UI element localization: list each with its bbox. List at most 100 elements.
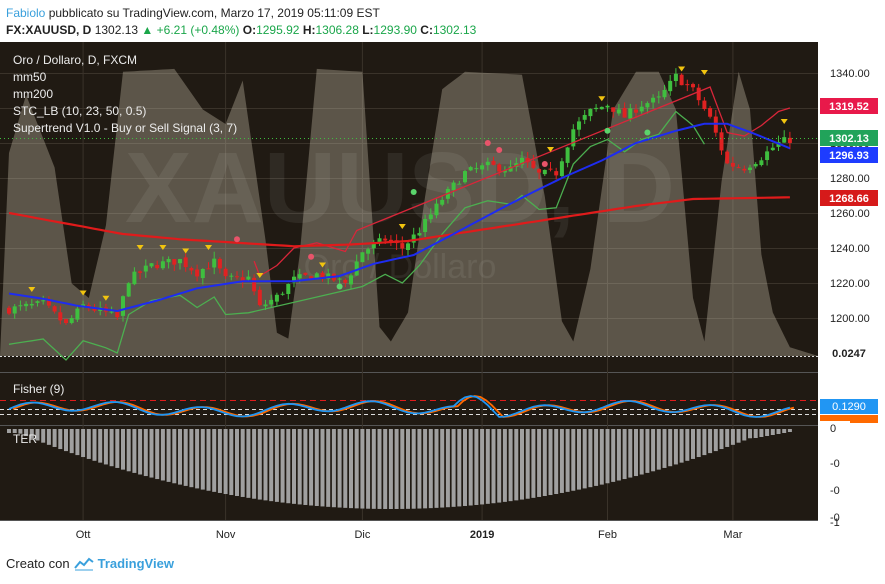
legend-supertrend[interactable]: Supertrend V1.0 - Buy or Sell Signal (3,… [13,121,237,135]
ter-bar [497,429,502,503]
ter-bar [12,429,17,433]
signal-dot [336,283,343,290]
candle-body [673,73,678,82]
candle-body [485,161,490,166]
candle-body [577,121,581,130]
ter-bar [742,429,747,441]
tradingview-logo-icon [73,557,94,570]
candle-body [770,147,775,151]
price-change: +6.21 (+0.48%) [156,23,240,37]
candle-body [668,80,673,92]
legend-stc[interactable]: STC_LB (10, 23, 50, 0.5) [13,104,146,118]
ter-bar [7,429,11,433]
tradingview-brand[interactable]: TradingView [97,556,174,571]
sell-signal-marker [28,287,36,292]
ter-bar [463,429,467,506]
candle-body [531,160,536,168]
price-badge-bg [820,98,878,114]
ter-label[interactable]: TER [13,432,37,446]
fisher-label[interactable]: Fisher (9) [13,382,64,396]
ter-bar [103,429,108,465]
candle-body [121,296,125,316]
fisher-trigger-line [12,395,795,418]
ter-bar [81,429,86,458]
candle-body [423,218,428,233]
candle-body [787,137,792,143]
ter-bar [200,429,205,490]
candle-body [605,105,610,108]
candle-body [240,277,245,281]
ter-bar [143,429,148,477]
candle-body [92,308,97,311]
supertrend-up-line [8,110,705,361]
price-badge-bg [820,190,878,206]
signals [28,66,788,301]
candle-body [217,258,222,269]
candle-body [502,170,507,173]
candle-body [297,274,302,279]
ter-bar [480,429,485,505]
ter-bar [554,429,559,495]
ter-bar [41,429,46,443]
price-tick-label: 1220.00 [830,278,870,290]
candle-body [480,165,485,170]
ter-bar [366,429,371,509]
ter-bar [411,429,416,509]
candle-body [280,293,285,295]
candle-body [474,168,479,170]
ter-bar [417,429,422,509]
ter-bar [502,429,507,502]
legend-mm200[interactable]: mm200 [13,87,53,101]
fisher-badge-2-bg [820,415,878,423]
candle-body [366,249,371,254]
candle-body [75,308,80,320]
open-value: 1295.92 [256,23,300,37]
candle-body [451,182,456,191]
legend-title[interactable]: Oro / Dollaro, D, FXCM [13,53,137,67]
ter-bar [160,429,165,481]
candle-body [303,272,308,275]
ter-bar [303,429,308,505]
ter-bar [679,429,684,463]
candle-body [64,319,68,323]
candle-body [388,239,393,242]
candle-body [628,108,633,119]
ter-bar [343,429,348,508]
chart-canvas[interactable]: XAUUSD, D Oro / Dollaro Oro / Dollaro, D… [0,42,885,547]
time-tick-label: Feb [598,529,617,541]
candle-body [349,275,353,285]
legend-mm50[interactable]: mm50 [13,70,47,84]
ter-bar [269,429,274,502]
low-label: L: [362,23,374,37]
ter-bar [75,429,80,456]
signal-dot [308,253,315,260]
candle-body [343,279,348,283]
candle-body [411,234,416,243]
candle-body [371,242,376,249]
price-tick-label: 1340.00 [830,68,870,80]
candle-body [440,199,445,205]
candle-body [708,108,713,117]
ter-bar [765,429,770,436]
ter-bar [406,429,410,509]
ter-bar [725,429,730,447]
price-badges: 1319.52 1302.13 1296.93 1268.66 0.0247 [820,98,878,361]
time-axis[interactable]: Ott Nov Dic 2019 Feb Mar [76,529,743,541]
ter-bar [349,429,353,509]
symbol-name[interactable]: FX:XAUUSD, D [6,23,92,37]
ter-bar [183,429,188,486]
ter-bar [217,429,222,493]
candle-body [178,259,182,264]
candle-body [126,283,131,297]
ter-bar [29,429,34,439]
ter-bar [149,429,154,478]
candle-body [548,168,553,170]
ter-bar [35,429,40,441]
sell-signal-marker [159,245,167,250]
candle-body [155,264,160,269]
ter-bar [46,429,51,445]
candle-body [719,132,724,151]
author-name[interactable]: Fabiolo [6,6,46,20]
ter-bar [212,429,217,492]
signal-dot [410,189,417,195]
